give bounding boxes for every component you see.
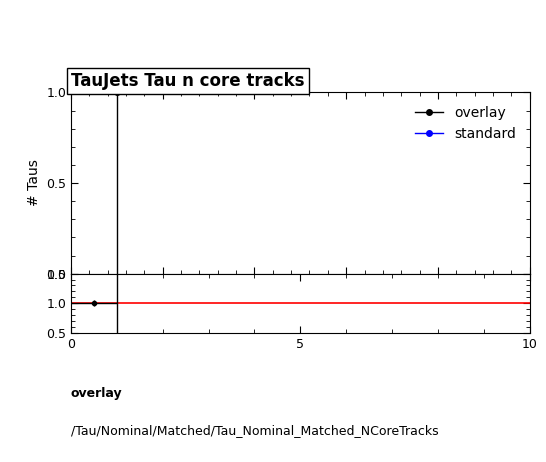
Y-axis label: # Taus: # Taus — [27, 159, 40, 207]
Text: TauJets Tau n core tracks: TauJets Tau n core tracks — [71, 72, 305, 90]
Text: /Tau/Nominal/Matched/Tau_Nominal_Matched_NCoreTracks: /Tau/Nominal/Matched/Tau_Nominal_Matched… — [71, 424, 438, 437]
Legend: overlay, standard: overlay, standard — [408, 99, 523, 148]
Text: overlay: overlay — [71, 387, 123, 400]
